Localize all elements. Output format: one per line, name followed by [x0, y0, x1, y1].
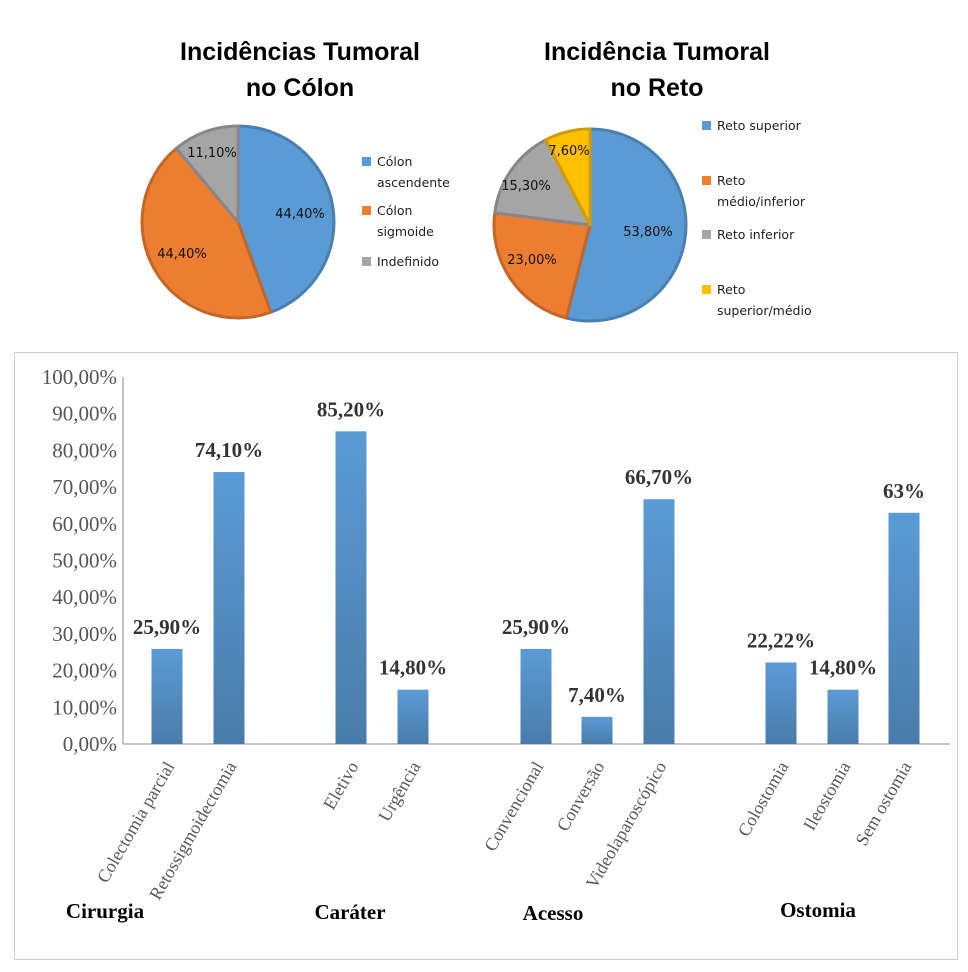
y-tick-label: 70,00% [52, 475, 117, 499]
pie-slice [174, 124, 240, 224]
legend-label: Reto [717, 282, 745, 297]
pie-title-line: Incidências Tumoral [180, 38, 420, 66]
y-tick-label: 30,00% [52, 622, 117, 646]
x-category-label: Convencional [480, 758, 547, 855]
legend-label: Reto [717, 173, 745, 188]
pie-slice-label: 11,10% [187, 146, 237, 161]
y-tick-label: 20,00% [52, 659, 117, 683]
pie-title-line: no Reto [610, 74, 703, 102]
bar-group-label: Ostomia [780, 898, 856, 922]
legend-entry: Reto superior/médio [702, 282, 812, 318]
y-tick-label: 0,00% [63, 732, 117, 756]
bar-group-label: Acesso [523, 901, 584, 925]
bar-group: 85,20% Eletivo 14,80% Urgência Caráter [314, 397, 447, 924]
bar [520, 648, 552, 744]
bar-group: 22,22% Colostomia 14,80% Ileostomia 63% Sem o… [734, 479, 925, 922]
legend-swatch [702, 230, 711, 239]
y-tick-label: 90,00% [52, 402, 117, 426]
bar [888, 512, 920, 744]
legend-label: Cólon [377, 154, 412, 169]
legend-label: superior/médio [717, 303, 812, 318]
bar [581, 716, 613, 744]
legend-entry: Reto médio/inferior [702, 173, 806, 209]
bar-data-label: 14,80% [809, 656, 877, 680]
legend-swatch [362, 157, 371, 166]
bar-chart-frame [14, 352, 958, 960]
legend-entry: Indefinido [362, 254, 439, 269]
y-tick-label: 60,00% [52, 512, 117, 536]
x-category-label: Ileostomia [799, 758, 854, 834]
bar-data-label: 7,40% [568, 683, 626, 707]
pie-title-line: Incidência Tumoral [544, 38, 770, 66]
pie-slice-label: 44,40% [157, 247, 207, 262]
legend-swatch [702, 121, 711, 130]
pie-slice [493, 138, 592, 227]
x-category-label: Conversão [553, 758, 609, 835]
pie-slice [236, 124, 336, 314]
bar-data-label: 74,10% [195, 438, 263, 462]
legend-label: Reto inferior [717, 227, 795, 242]
pie-slice [492, 211, 592, 320]
legend-label: Cólon [377, 203, 412, 218]
pie-slice-label: 44,40% [275, 207, 325, 222]
y-tick-label: 80,00% [52, 438, 117, 462]
bar-data-label: 22,22% [747, 628, 815, 652]
bar-group-label: Caráter [314, 900, 385, 924]
legend-label: Reto superior [717, 118, 802, 133]
legend-entry: Reto inferior [702, 227, 795, 242]
bar-data-label: 63% [883, 479, 925, 503]
pie-slice [140, 146, 273, 320]
x-category-label: Colostomia [734, 758, 793, 840]
bar-data-label: 66,70% [625, 465, 693, 489]
bar [151, 648, 183, 744]
bar [765, 662, 797, 744]
bar-group: 25,90%Convencional7,40%Conversão66,70%Vi… [480, 465, 693, 925]
pie-slice-label: 53,80% [623, 225, 673, 240]
bar-data-label: 25,90% [133, 615, 201, 639]
x-category-label: Urgência [374, 758, 424, 825]
legend-label: ascendente [377, 175, 450, 190]
legend-label: Indefinido [377, 254, 439, 269]
pie-slice [564, 127, 688, 323]
legend-swatch [362, 257, 371, 266]
bar [643, 499, 675, 744]
y-tick-label: 100,00% [42, 365, 117, 389]
pie-chart-1: Incidências Tumoral no Cólon 44,40% 44,40% 1… [140, 38, 450, 320]
pie-slice [544, 127, 592, 227]
bar-data-label: 14,80% [379, 656, 447, 680]
bar [397, 689, 429, 744]
y-tick-label: 50,00% [52, 549, 117, 573]
legend-label: sigmoide [377, 224, 434, 239]
pie-title-line: no Cólon [246, 74, 354, 102]
legend-label: médio/inferior [717, 194, 806, 209]
legend-entry: Reto superior [702, 118, 802, 133]
y-tick-label: 10,00% [52, 695, 117, 719]
pie-charts-area: Incidências Tumoral no Cólon 44,40% 44,40% 1… [140, 38, 812, 323]
pie-slice-label: 7,60% [548, 144, 589, 159]
bar-data-label: 25,90% [502, 615, 570, 639]
pie-slice-label: 23,00% [507, 253, 557, 268]
legend-entry: Cólon sigmoide [362, 203, 434, 239]
legend-swatch [702, 176, 711, 185]
bar [827, 689, 859, 744]
x-category-label: Sem ostomia [851, 758, 915, 849]
bar-data-label: 85,20% [317, 397, 385, 421]
legend-entry: Cólon ascendente [362, 154, 450, 190]
pie-chart-2: Incidência Tumoral no Reto 53,80% 23,00% 15,… [492, 38, 812, 323]
legend-swatch [702, 285, 711, 294]
bar-group-label: Cirurgia [66, 899, 145, 923]
legend-swatch [362, 206, 371, 215]
x-category-label: Eletivo [319, 758, 362, 813]
bar [335, 431, 367, 744]
y-tick-label: 40,00% [52, 585, 117, 609]
pie-slice-label: 15,30% [501, 179, 551, 194]
bar [213, 472, 245, 744]
